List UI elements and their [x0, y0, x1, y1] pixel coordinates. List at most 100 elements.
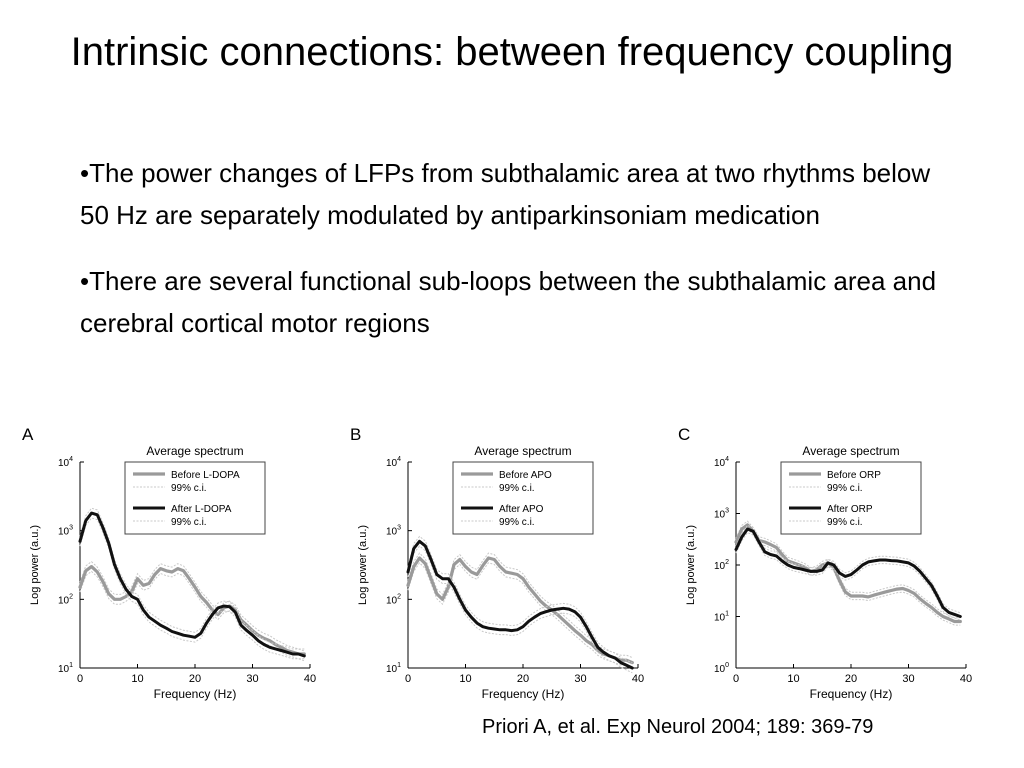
y-tick-exponent: 3: [69, 525, 73, 532]
x-tick-label: 0: [733, 673, 739, 685]
y-tick-label: 101: [58, 662, 73, 675]
chart-title: Average spectrum: [146, 444, 243, 458]
legend-label: After APO: [499, 504, 544, 515]
series-line-before: [78, 565, 306, 656]
y-tick-label: 101: [714, 611, 729, 624]
series-ci-lower: [735, 531, 961, 621]
y-tick-base: 10: [714, 510, 726, 521]
series-ci-upper: [735, 520, 961, 619]
y-tick-base: 10: [58, 527, 70, 538]
x-tick-label: 30: [574, 673, 586, 685]
y-tick-base: 10: [714, 613, 726, 624]
x-tick-label: 30: [902, 673, 914, 685]
x-tick-label: 40: [960, 673, 972, 685]
y-tick-label: 102: [58, 593, 73, 606]
series-ci-upper: [407, 535, 633, 664]
panel-label: A: [22, 425, 34, 444]
y-axis-label: Log power (a.u.): [29, 525, 41, 605]
y-tick-base: 10: [58, 458, 70, 469]
series-line-before: [734, 523, 962, 624]
legend-label: 99% c.i.: [499, 483, 535, 494]
chart-title: Average spectrum: [802, 444, 899, 458]
x-tick-label: 20: [845, 673, 857, 685]
bullet-list: •The power changes of LFPs from subthala…: [80, 152, 940, 368]
x-axis-label: Frequency (Hz): [482, 687, 565, 701]
y-axis-label: Log power (a.u.): [685, 525, 697, 605]
y-tick-label: 101: [386, 662, 401, 675]
y-tick-label: 100: [714, 662, 729, 675]
y-tick-exponent: 1: [725, 611, 729, 618]
x-axis-label: Frequency (Hz): [154, 687, 237, 701]
chart-panel-c: C Average spectrum 0 10 20 30 40 100 101 102 103 10…: [676, 420, 1006, 710]
series-ci-lower: [79, 570, 305, 660]
series-ci-upper: [735, 524, 961, 614]
y-tick-base: 10: [714, 664, 726, 675]
legend-label: After ORP: [827, 504, 873, 515]
y-tick-exponent: 4: [725, 456, 729, 463]
y-tick-exponent: 2: [69, 593, 73, 600]
y-tick-base: 10: [386, 527, 398, 538]
x-tick-label: 40: [304, 673, 316, 685]
y-tick-exponent: 1: [69, 662, 73, 669]
citation: Priori A, et al. Exp Neurol 2004; 189: 3…: [482, 716, 874, 738]
legend-label: 99% c.i.: [171, 483, 207, 494]
y-tick-exponent: 2: [397, 593, 401, 600]
y-tick-exponent: 3: [397, 525, 401, 532]
y-tick-base: 10: [386, 664, 398, 675]
y-tick-label: 103: [714, 508, 729, 521]
x-tick-label: 0: [77, 673, 83, 685]
x-tick-label: 10: [131, 673, 143, 685]
series-ci-lower: [79, 517, 305, 662]
series-ci-lower: [735, 527, 961, 626]
legend-label: Before APO: [499, 470, 552, 481]
y-tick-base: 10: [58, 595, 70, 606]
legend-label: Before L-DOPA: [171, 470, 240, 481]
y-tick-exponent: 1: [397, 662, 401, 669]
y-tick-base: 10: [386, 458, 398, 469]
x-tick-label: 10: [787, 673, 799, 685]
y-tick-base: 10: [714, 561, 726, 572]
legend-label: Before ORP: [827, 470, 881, 481]
x-axis-label: Frequency (Hz): [810, 687, 893, 701]
y-tick-exponent: 4: [397, 456, 401, 463]
x-tick-label: 30: [246, 673, 258, 685]
y-tick-label: 102: [386, 593, 401, 606]
y-tick-label: 102: [714, 559, 729, 572]
x-tick-label: 40: [632, 673, 644, 685]
legend-label: 99% c.i.: [827, 483, 863, 494]
panel-label: B: [350, 425, 361, 444]
series-ci-lower: [407, 545, 633, 674]
bullet-item: •There are several functional sub-loops …: [80, 266, 937, 338]
y-tick-base: 10: [58, 664, 70, 675]
series-line-after: [406, 539, 634, 670]
y-tick-exponent: 0: [725, 662, 729, 669]
slide-title: Intrinsic connections: between frequency…: [70, 30, 954, 74]
legend-label: 99% c.i.: [499, 517, 535, 528]
chart-panel-b: B Average spectrum 0 10 20 30 40 101 102 103 104 Fr…: [348, 420, 678, 710]
y-tick-base: 10: [714, 458, 726, 469]
y-tick-base: 10: [386, 595, 398, 606]
panel-label: C: [678, 425, 690, 444]
y-tick-label: 103: [386, 525, 401, 538]
y-axis-label: Log power (a.u.): [357, 525, 369, 605]
x-tick-label: 20: [517, 673, 529, 685]
y-tick-label: 104: [714, 456, 729, 469]
chart-panel-a: A Average spectrum 0 10 20 30 40 101 102 103 104 Fr…: [20, 420, 350, 710]
y-tick-label: 103: [58, 525, 73, 538]
legend-label: After L-DOPA: [171, 504, 232, 515]
series-ci-upper: [407, 552, 633, 659]
y-tick-label: 104: [58, 456, 73, 469]
legend-label: 99% c.i.: [171, 517, 207, 528]
x-tick-label: 0: [405, 673, 411, 685]
series-ci-upper: [79, 560, 305, 650]
x-tick-label: 10: [459, 673, 471, 685]
y-tick-exponent: 2: [725, 559, 729, 566]
y-tick-exponent: 4: [69, 456, 73, 463]
chart-title: Average spectrum: [474, 444, 571, 458]
bullet-item: •The power changes of LFPs from subthala…: [80, 158, 931, 230]
y-tick-label: 104: [386, 456, 401, 469]
y-tick-exponent: 3: [725, 508, 729, 515]
series-line-after: [78, 511, 306, 658]
